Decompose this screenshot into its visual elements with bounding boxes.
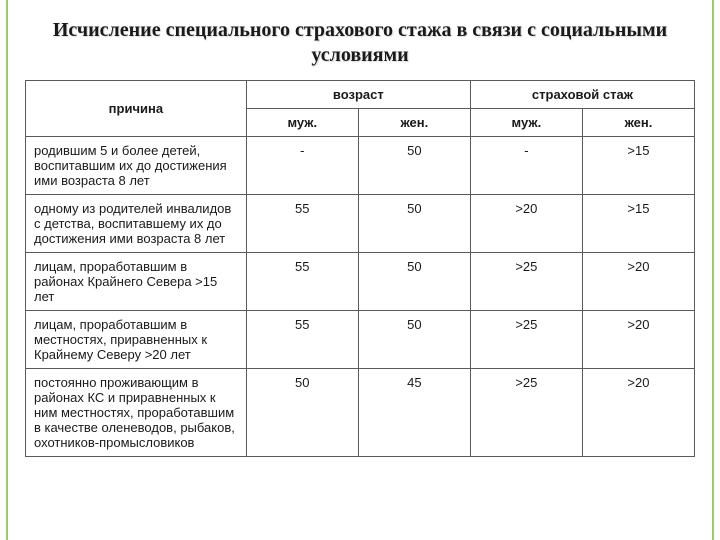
cell-ins-f: >15 [582, 195, 694, 253]
header-ins-male: муж. [470, 109, 582, 137]
accent-border-right [712, 0, 714, 540]
cell-age-m: 50 [246, 369, 358, 457]
cell-ins-f: >20 [582, 369, 694, 457]
table-row: лицам, проработавшим в местностях, прира… [26, 311, 695, 369]
cell-ins-m: >20 [470, 195, 582, 253]
accent-border-left [6, 0, 8, 540]
header-insurance: страховой стаж [470, 81, 694, 109]
cell-age-f: 50 [358, 253, 470, 311]
cell-reason: лицам, проработавшим в районах Крайнего … [26, 253, 247, 311]
cell-ins-f: >20 [582, 311, 694, 369]
cell-age-f: 50 [358, 311, 470, 369]
slide-content: Исчисление специального страхового стажа… [0, 0, 720, 467]
table-row: родившим 5 и более детей, воспитавшим их… [26, 137, 695, 195]
cell-age-m: 55 [246, 195, 358, 253]
cell-ins-m: - [470, 137, 582, 195]
table-header-row-1: причина возраст страховой стаж [26, 81, 695, 109]
header-ins-female: жен. [582, 109, 694, 137]
table-row: одному из родителей инвалидов с детства,… [26, 195, 695, 253]
cell-reason: лицам, проработавшим в местностях, прира… [26, 311, 247, 369]
cell-age-m: - [246, 137, 358, 195]
table-head: причина возраст страховой стаж муж. жен.… [26, 81, 695, 137]
cell-age-f: 50 [358, 137, 470, 195]
page-title: Исчисление специального страхового стажа… [25, 18, 695, 68]
cell-reason: родившим 5 и более детей, воспитавшим их… [26, 137, 247, 195]
cell-age-f: 50 [358, 195, 470, 253]
cell-age-f: 45 [358, 369, 470, 457]
cell-reason: одному из родителей инвалидов с детства,… [26, 195, 247, 253]
header-age-female: жен. [358, 109, 470, 137]
header-reason: причина [26, 81, 247, 137]
cell-age-m: 55 [246, 253, 358, 311]
cell-reason: постоянно проживающим в районах КС и при… [26, 369, 247, 457]
header-age-male: муж. [246, 109, 358, 137]
cell-ins-f: >20 [582, 253, 694, 311]
table-row: постоянно проживающим в районах КС и при… [26, 369, 695, 457]
header-age: возраст [246, 81, 470, 109]
table-row: лицам, проработавшим в районах Крайнего … [26, 253, 695, 311]
cell-ins-f: >15 [582, 137, 694, 195]
cell-ins-m: >25 [470, 311, 582, 369]
table-body: родившим 5 и более детей, воспитавшим их… [26, 137, 695, 457]
data-table: причина возраст страховой стаж муж. жен.… [25, 80, 695, 457]
cell-ins-m: >25 [470, 369, 582, 457]
cell-ins-m: >25 [470, 253, 582, 311]
cell-age-m: 55 [246, 311, 358, 369]
